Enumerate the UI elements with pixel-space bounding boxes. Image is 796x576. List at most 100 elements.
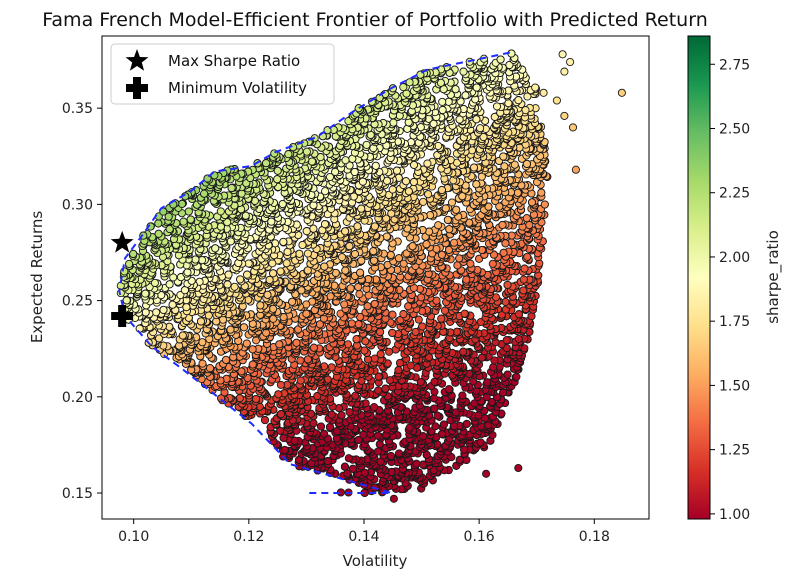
scatter-point xyxy=(361,337,370,346)
scatter-point xyxy=(523,252,532,261)
scatter-point xyxy=(326,292,335,301)
scatter-point xyxy=(399,310,408,319)
scatter-point xyxy=(373,431,382,440)
scatter-point xyxy=(439,420,448,429)
scatter-point xyxy=(242,339,251,348)
scatter-point xyxy=(355,290,364,299)
scatter-point xyxy=(519,286,528,295)
scatter-point xyxy=(316,422,326,431)
scatter-point xyxy=(337,411,346,420)
scatter-point xyxy=(449,238,459,247)
scatter-point xyxy=(340,300,349,309)
scatter-point xyxy=(501,297,510,306)
scatter-point xyxy=(408,242,417,251)
scatter-point xyxy=(260,416,270,425)
scatter-point xyxy=(455,455,464,464)
scatter-point xyxy=(280,445,289,454)
scatter-point xyxy=(388,310,397,319)
scatter-point xyxy=(512,372,521,381)
scatter-point xyxy=(462,419,471,428)
scatter-point xyxy=(275,340,284,349)
scatter-point xyxy=(527,198,537,207)
scatter-point xyxy=(513,188,522,197)
scatter-point xyxy=(520,264,529,273)
scatter-point xyxy=(502,336,511,345)
scatter-point xyxy=(309,419,318,428)
scatter-point xyxy=(388,328,397,337)
scatter-point xyxy=(417,293,426,302)
scatter-point xyxy=(434,221,443,230)
scatter-point xyxy=(460,309,469,318)
scatter-point xyxy=(443,215,452,224)
scatter-point xyxy=(499,388,508,397)
scatter-point xyxy=(460,445,469,454)
scatter-point xyxy=(445,225,454,234)
scatter-point xyxy=(345,408,354,417)
scatter-point xyxy=(274,390,283,399)
scatter-point xyxy=(288,297,297,306)
scatter-point xyxy=(221,355,231,364)
scatter-point xyxy=(503,370,512,379)
scatter-point xyxy=(406,361,415,370)
scatter-point xyxy=(437,429,447,439)
scatter-point xyxy=(418,322,427,331)
scatter-point xyxy=(571,165,580,174)
scatter-point xyxy=(458,391,467,400)
scatter-point xyxy=(385,376,394,385)
scatter-point xyxy=(341,266,350,275)
chart-title: Fama French Model-Efficient Frontier of … xyxy=(42,9,708,31)
scatter-point xyxy=(356,268,365,277)
scatter-point xyxy=(373,447,382,456)
scatter-point xyxy=(432,244,441,253)
scatter-point xyxy=(376,350,385,359)
scatter-point xyxy=(499,248,508,257)
scatter-point xyxy=(319,429,329,438)
scatter-point xyxy=(359,430,368,439)
scatter-point xyxy=(540,200,549,209)
scatter-point xyxy=(325,422,335,432)
scatter-point xyxy=(256,301,265,310)
scatter-point xyxy=(452,327,461,336)
scatter-point xyxy=(292,338,301,347)
scatter-point xyxy=(352,335,361,344)
scatter-point xyxy=(455,254,464,263)
scatter-point xyxy=(514,334,523,343)
scatter-point xyxy=(394,366,403,375)
scatter-point xyxy=(386,451,396,461)
scatter-point xyxy=(309,343,318,352)
scatter-point xyxy=(441,204,450,213)
scatter-point xyxy=(437,314,446,323)
scatter-point xyxy=(519,275,528,284)
scatter-points xyxy=(116,49,626,503)
scatter-point xyxy=(382,232,391,241)
scatter-point xyxy=(369,247,378,256)
scatter-point xyxy=(354,320,363,329)
scatter-point xyxy=(343,469,352,478)
scatter-point xyxy=(370,402,379,412)
scatter-point xyxy=(537,188,546,197)
scatter-point xyxy=(462,275,471,284)
scatter-point xyxy=(239,323,249,332)
scatter-point xyxy=(425,227,434,236)
scatter-point xyxy=(297,286,306,295)
scatter-point xyxy=(466,259,475,268)
scatter-point xyxy=(433,411,442,420)
scatter-point xyxy=(376,327,385,337)
scatter-point xyxy=(522,214,531,223)
scatter-point xyxy=(302,309,311,318)
scatter-point xyxy=(323,457,332,466)
scatter-point xyxy=(452,205,461,214)
scatter-point xyxy=(251,394,261,404)
scatter-point xyxy=(503,280,512,289)
scatter-point xyxy=(489,363,498,372)
scatter-point xyxy=(488,259,497,268)
scatter-point xyxy=(514,310,524,319)
scatter-point xyxy=(348,464,357,473)
scatter-point xyxy=(364,291,373,300)
scatter-point xyxy=(327,410,336,419)
scatter-point xyxy=(514,463,523,473)
scatter-point xyxy=(296,376,305,385)
scatter-point xyxy=(296,356,305,365)
